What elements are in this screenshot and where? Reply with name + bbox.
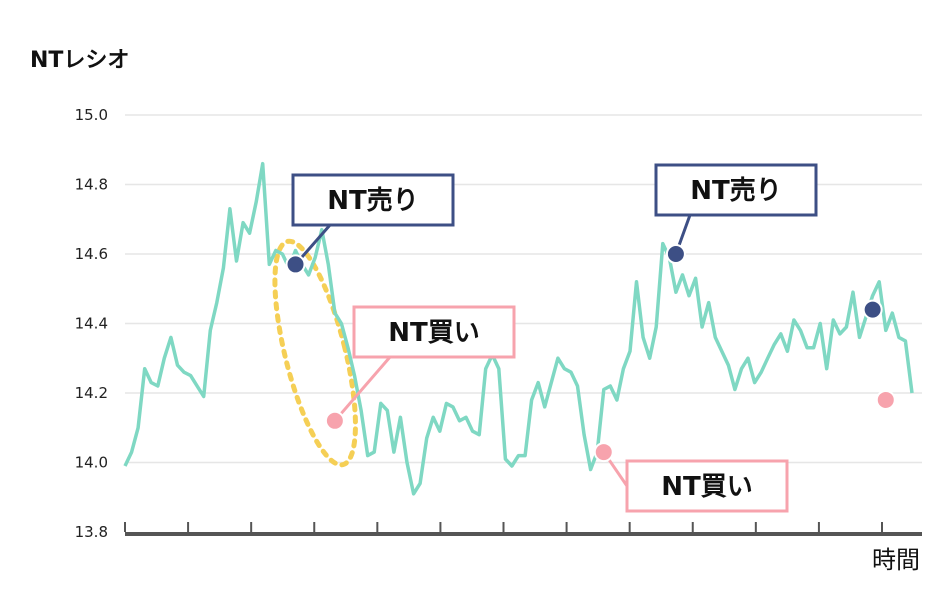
markers	[285, 244, 896, 463]
buy-marker	[593, 442, 614, 463]
callout-label: NT買い	[661, 472, 753, 502]
buy-marker	[875, 389, 896, 410]
y-tick-label: 14.8	[75, 176, 108, 194]
y-tick-label: 14.4	[75, 315, 108, 333]
highlight-ellipse-group	[272, 238, 358, 468]
sell-marker	[665, 244, 686, 264]
callout-box	[625, 459, 789, 513]
y-tick-label: 14.2	[75, 384, 108, 402]
callout-leader	[333, 356, 392, 422]
callout-box	[291, 173, 455, 227]
buy-marker	[324, 410, 345, 431]
highlight-ellipse	[272, 238, 358, 468]
series-line-group	[123, 161, 914, 496]
x-axis	[124, 522, 922, 536]
sell-marker	[285, 254, 306, 275]
y-tick-label: 15.0	[75, 106, 108, 124]
y-tick-labels: 15.0 14.8 14.6 14.4 14.2 14.0 13.8	[75, 106, 108, 541]
callout-label: NT売り	[327, 186, 419, 216]
x-axis-title: 時間	[872, 546, 920, 574]
sell-marker	[862, 299, 883, 320]
y-tick-label: 14.0	[75, 454, 108, 472]
y-tick-label: 14.6	[75, 245, 108, 263]
callout-label: NT売り	[690, 176, 782, 206]
callout-box	[352, 305, 516, 359]
y-tick-label: 13.8	[75, 523, 108, 541]
callout-box	[654, 163, 818, 217]
callout-label: NT買い	[388, 318, 480, 348]
series-line	[123, 161, 914, 496]
annotations: NT売り NT買い NT売り NT買い	[291, 163, 818, 513]
y-axis-title: NTレシオ	[30, 48, 129, 73]
